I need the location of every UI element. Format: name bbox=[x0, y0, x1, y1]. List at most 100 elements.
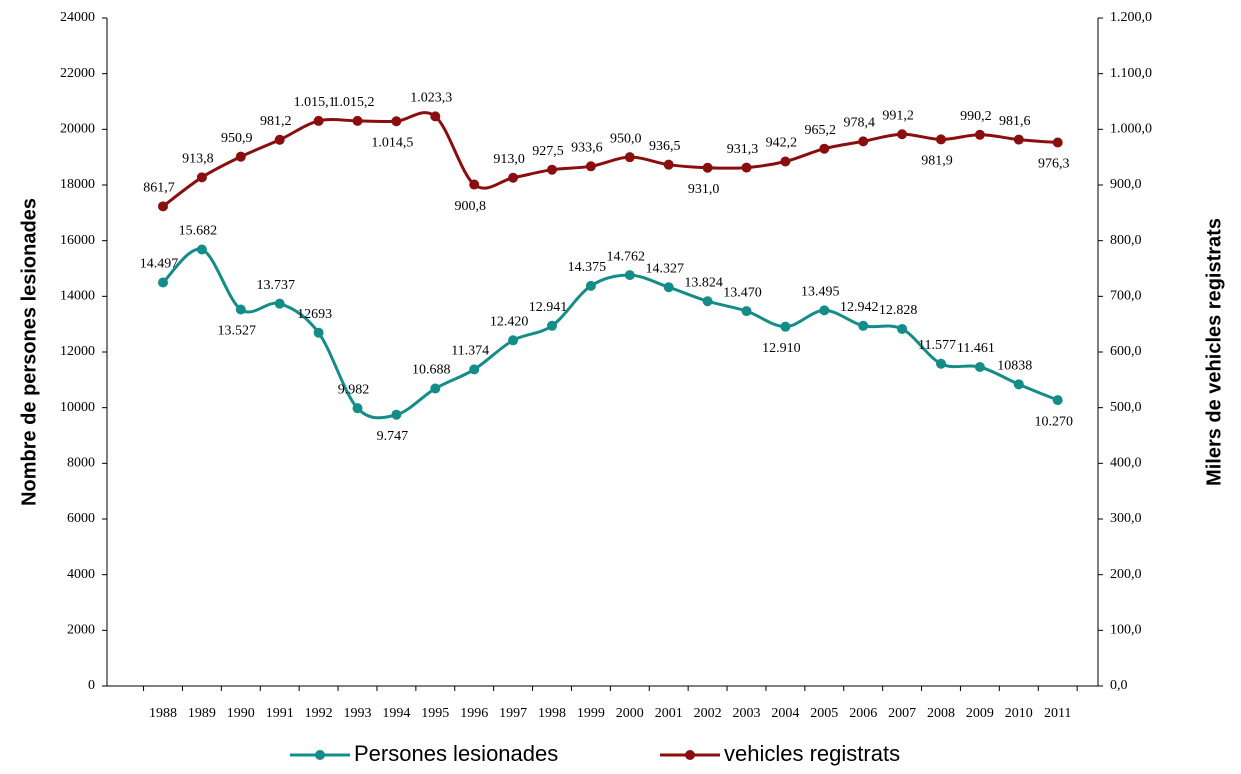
y-tick-label: 12000 bbox=[60, 344, 95, 359]
data-label: 861,7 bbox=[143, 181, 175, 196]
data-point bbox=[780, 321, 791, 332]
x-tick-label: 1989 bbox=[188, 706, 216, 721]
data-point bbox=[702, 162, 713, 173]
y-tick-label: 4000 bbox=[67, 567, 95, 582]
data-point bbox=[430, 111, 441, 122]
data-point bbox=[547, 320, 557, 331]
data-label: 1.015,2 bbox=[333, 95, 375, 110]
data-label: 10.688 bbox=[412, 363, 451, 378]
data-label: 12.828 bbox=[879, 303, 918, 318]
x-tick-label: 1997 bbox=[499, 706, 527, 721]
data-point bbox=[741, 162, 752, 173]
data-label: 931,3 bbox=[727, 142, 759, 157]
data-label: 13.737 bbox=[256, 278, 295, 293]
data-point bbox=[158, 201, 168, 212]
x-tick-label: 2007 bbox=[888, 706, 916, 721]
data-label: 965,2 bbox=[805, 123, 837, 138]
y-tick-label: 24000 bbox=[60, 10, 95, 25]
data-point bbox=[858, 136, 869, 147]
x-tick-label: 2004 bbox=[771, 706, 799, 721]
data-label: 913,8 bbox=[182, 152, 214, 167]
data-label: 14.497 bbox=[140, 257, 179, 272]
data-point bbox=[624, 152, 635, 163]
data-label: 981,9 bbox=[921, 154, 953, 169]
y-tick-label: 2000 bbox=[67, 623, 95, 638]
data-point bbox=[1013, 134, 1024, 145]
data-point bbox=[663, 159, 674, 170]
data-point bbox=[819, 143, 830, 154]
data-point bbox=[585, 280, 596, 291]
x-tick-label: 1998 bbox=[538, 706, 566, 721]
y2-tick-label: 800,0 bbox=[1110, 233, 1142, 248]
data-label: 11.577 bbox=[918, 338, 956, 353]
data-point bbox=[897, 129, 908, 140]
y2-axis-title: Milers de vehicles registrats bbox=[1203, 218, 1225, 486]
data-point bbox=[391, 409, 402, 420]
y-tick-label: 10000 bbox=[60, 400, 95, 415]
x-tick-label: 2003 bbox=[733, 706, 761, 721]
x-tick-label: 2011 bbox=[1044, 706, 1071, 721]
data-label: 950,9 bbox=[221, 131, 253, 146]
x-tick-label: 1990 bbox=[227, 706, 255, 721]
data-label: 13.527 bbox=[218, 324, 257, 339]
y-axis-title: Nombre de persones lesionades bbox=[18, 198, 40, 506]
data-label: 933,6 bbox=[571, 141, 603, 156]
y2-tick-label: 400,0 bbox=[1110, 456, 1142, 471]
data-point bbox=[391, 116, 402, 127]
data-label: 13.824 bbox=[684, 275, 723, 290]
legend-label: Persones lesionades bbox=[354, 741, 558, 766]
x-tick-label: 1996 bbox=[460, 706, 488, 721]
y2-tick-label: 200,0 bbox=[1110, 567, 1142, 582]
data-point bbox=[235, 151, 246, 162]
data-label: 12.420 bbox=[490, 315, 529, 330]
data-label: 978,4 bbox=[843, 116, 875, 131]
x-tick-label: 1994 bbox=[382, 706, 410, 721]
data-label: 11.461 bbox=[957, 341, 995, 356]
data-point bbox=[469, 179, 480, 190]
y-tick-label: 14000 bbox=[60, 289, 95, 304]
y-tick-label: 6000 bbox=[67, 511, 95, 526]
data-label: 927,5 bbox=[532, 144, 564, 159]
data-point bbox=[352, 115, 363, 126]
y2-tick-label: 600,0 bbox=[1110, 344, 1142, 359]
data-point bbox=[585, 161, 596, 172]
x-tick-label: 2010 bbox=[1005, 706, 1033, 721]
data-point bbox=[352, 403, 363, 414]
data-label: 13.495 bbox=[801, 285, 840, 300]
data-label: 12.942 bbox=[840, 300, 879, 315]
data-point bbox=[702, 296, 713, 307]
data-label: 1.014,5 bbox=[371, 135, 413, 150]
data-point bbox=[624, 270, 635, 281]
data-point bbox=[508, 335, 519, 346]
x-tick-label: 2009 bbox=[966, 706, 994, 721]
data-point bbox=[469, 364, 480, 375]
y-tick-label: 16000 bbox=[60, 233, 95, 248]
legend-marker bbox=[315, 750, 325, 760]
data-label: 991,2 bbox=[882, 108, 914, 123]
data-label: 11.374 bbox=[451, 344, 489, 359]
data-point bbox=[974, 362, 985, 373]
x-tick-label: 2002 bbox=[694, 706, 722, 721]
data-label: 913,0 bbox=[493, 152, 525, 167]
y2-tick-label: 0,0 bbox=[1110, 678, 1128, 693]
y2-tick-label: 1.000,0 bbox=[1110, 122, 1152, 137]
x-tick-label: 2001 bbox=[655, 706, 683, 721]
legend-marker bbox=[685, 750, 695, 760]
data-point bbox=[508, 172, 519, 183]
x-tick-label: 1992 bbox=[305, 706, 333, 721]
data-label: 9.982 bbox=[338, 382, 370, 397]
data-point bbox=[1052, 137, 1063, 148]
y2-tick-label: 500,0 bbox=[1110, 400, 1142, 415]
data-point bbox=[936, 358, 946, 369]
data-label: 976,3 bbox=[1038, 157, 1070, 172]
y2-tick-label: 1.100,0 bbox=[1110, 66, 1152, 81]
x-tick-label: 1993 bbox=[344, 706, 372, 721]
y-tick-label: 22000 bbox=[60, 66, 95, 81]
data-point bbox=[313, 115, 324, 126]
data-label: 15.682 bbox=[179, 224, 218, 239]
y2-tick-label: 700,0 bbox=[1110, 289, 1142, 304]
data-point bbox=[274, 298, 285, 309]
data-label: 1.015,1 bbox=[294, 95, 336, 110]
